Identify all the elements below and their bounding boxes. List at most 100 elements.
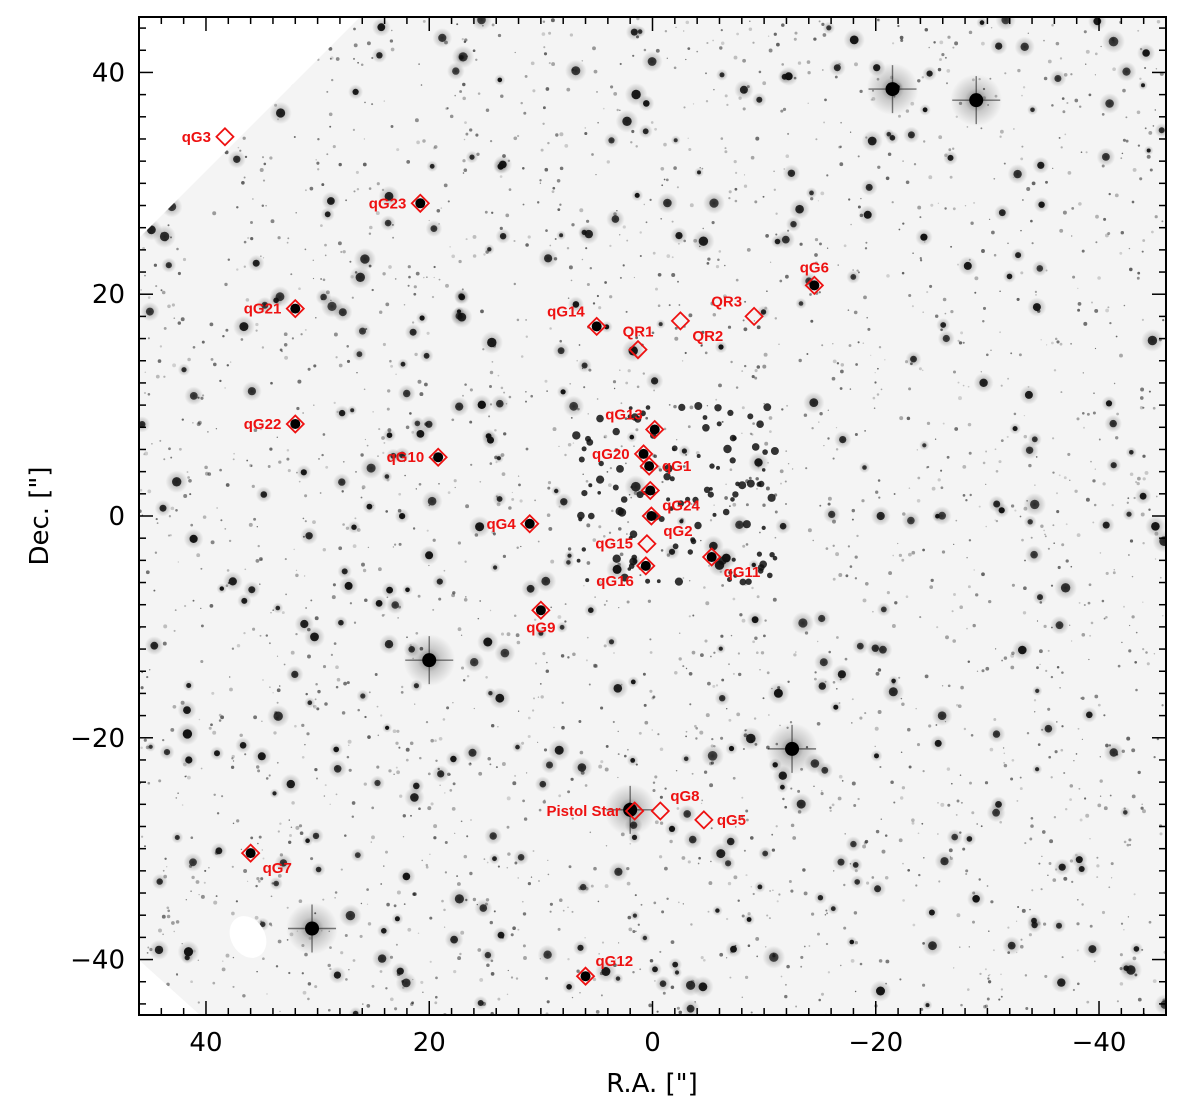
bright-star (1088, 945, 1097, 954)
faint-star (831, 376, 836, 381)
faint-star (503, 432, 507, 436)
faint-star (958, 341, 963, 345)
faint-star (578, 344, 581, 346)
faint-star (1061, 956, 1064, 959)
faint-star (773, 32, 777, 36)
bright-star (394, 916, 400, 922)
faint-star (1079, 818, 1083, 822)
source-label: qG20 (592, 446, 630, 463)
faint-star (273, 731, 277, 735)
faint-star (875, 671, 880, 676)
faint-star (183, 604, 187, 608)
faint-star (713, 88, 715, 91)
bright-star (839, 436, 847, 444)
faint-star (899, 416, 904, 421)
faint-star (211, 691, 215, 695)
faint-star (319, 492, 322, 494)
cluster-star (628, 406, 633, 410)
faint-star (919, 216, 922, 219)
y-tick-label: 20 (92, 280, 125, 310)
faint-star (1096, 876, 1099, 879)
faint-star (383, 100, 386, 102)
bright-star (876, 511, 885, 521)
faint-star (659, 795, 663, 799)
faint-star (1161, 704, 1164, 707)
faint-star (425, 863, 429, 867)
faint-star (811, 912, 815, 916)
faint-star (286, 939, 289, 941)
faint-star (854, 555, 858, 559)
bright-star (998, 209, 1006, 217)
faint-star (523, 817, 528, 821)
source-qr3: QR3 (711, 293, 764, 327)
faint-star (1026, 187, 1031, 191)
faint-star (426, 529, 429, 532)
faint-star (1101, 113, 1105, 116)
faint-star (353, 190, 356, 193)
faint-star (364, 101, 366, 104)
y-tick-labels: 40 20 0 −20 −40 (70, 58, 125, 975)
faint-star (342, 460, 345, 463)
faint-star (321, 183, 325, 187)
faint-star (1066, 101, 1069, 105)
faint-star (671, 256, 674, 259)
faint-star (523, 111, 527, 115)
bright-star (942, 334, 950, 343)
faint-star (1041, 830, 1046, 834)
faint-star (853, 310, 858, 315)
faint-star (925, 466, 929, 469)
faint-star (730, 360, 733, 364)
faint-star (974, 291, 977, 294)
faint-star (814, 253, 818, 257)
cluster-star (739, 578, 747, 586)
source-qg5: qG5 (694, 810, 746, 830)
faint-star (677, 280, 679, 283)
faint-star (821, 790, 823, 792)
faint-star (743, 849, 746, 852)
faint-star (1155, 495, 1158, 498)
faint-star (220, 519, 223, 522)
cluster-star (722, 508, 730, 516)
faint-star (987, 974, 990, 977)
faint-star (962, 465, 967, 469)
faint-star (1154, 558, 1157, 560)
faint-star (1119, 251, 1123, 255)
faint-star (366, 1004, 371, 1008)
faint-star (627, 748, 629, 751)
faint-star (1116, 1000, 1119, 1003)
faint-star (433, 276, 435, 279)
faint-star (572, 442, 575, 444)
faint-star (898, 228, 901, 231)
faint-star (169, 534, 172, 537)
bright-star (1044, 724, 1053, 733)
faint-star (774, 536, 777, 539)
faint-star (557, 927, 561, 931)
faint-star (1019, 515, 1022, 518)
faint-star (767, 35, 770, 37)
faint-star (632, 929, 636, 934)
faint-star (173, 629, 176, 632)
cluster-star (727, 577, 732, 582)
cluster-star (672, 543, 679, 550)
faint-star (728, 718, 732, 722)
faint-star (433, 836, 437, 840)
faint-star (261, 346, 265, 349)
faint-star (855, 363, 858, 366)
faint-star (269, 686, 271, 688)
faint-star (413, 292, 417, 296)
faint-star (489, 385, 492, 388)
faint-star (1000, 384, 1003, 387)
faint-star (366, 41, 371, 46)
faint-star (322, 548, 326, 552)
faint-star (1073, 760, 1075, 762)
faint-star (408, 275, 411, 279)
faint-star (545, 229, 548, 232)
faint-star (362, 1003, 364, 1005)
faint-star (807, 102, 809, 105)
faint-star (162, 738, 165, 742)
faint-star (257, 842, 259, 845)
faint-star (500, 632, 505, 636)
faint-star (400, 691, 404, 694)
bright-star (279, 859, 288, 867)
faint-star (140, 686, 144, 690)
